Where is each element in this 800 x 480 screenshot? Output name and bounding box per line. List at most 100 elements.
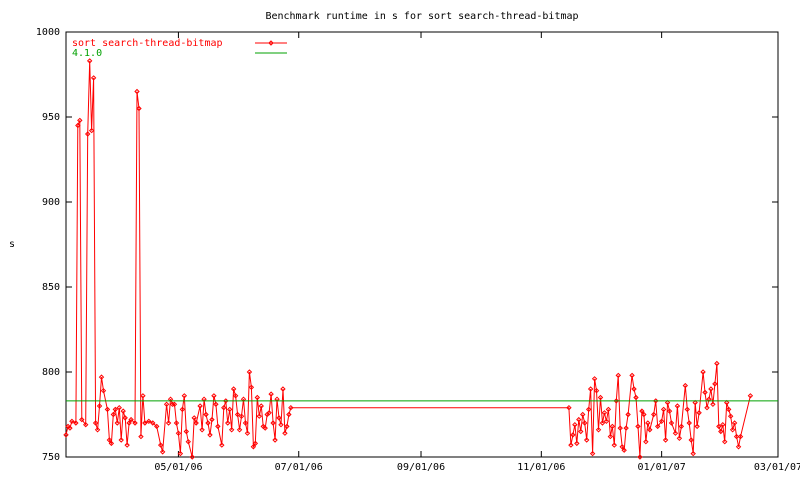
data-point — [183, 428, 190, 435]
data-point — [722, 438, 728, 445]
data-point — [582, 420, 588, 426]
data-point — [75, 122, 81, 129]
data-point — [197, 403, 203, 409]
data-point — [615, 372, 621, 379]
data-point — [114, 420, 120, 426]
data-point — [599, 420, 606, 426]
data-point — [653, 398, 659, 404]
y-tick-label: 900 — [42, 197, 60, 208]
data-point — [252, 440, 259, 447]
data-point — [254, 394, 261, 401]
data-point — [700, 369, 706, 375]
data-point — [637, 454, 643, 460]
data-point — [98, 374, 105, 380]
data-point — [735, 444, 742, 450]
data-point — [633, 394, 639, 401]
data-point — [179, 406, 186, 413]
data-point — [132, 420, 138, 426]
data-point — [704, 404, 710, 411]
data-point — [67, 425, 73, 431]
data-point — [221, 404, 227, 411]
data-point — [591, 376, 598, 382]
data-point — [108, 440, 115, 447]
data-point — [228, 427, 235, 433]
data-point — [684, 406, 690, 413]
data-point — [199, 427, 205, 433]
legend-label: 4.1.0 — [72, 48, 102, 59]
data-point — [688, 437, 694, 443]
data-point — [639, 408, 645, 414]
data-point — [242, 420, 249, 426]
data-point — [712, 381, 718, 387]
data-point — [136, 105, 142, 112]
data-point — [96, 403, 103, 409]
data-point — [124, 442, 130, 448]
data-point — [597, 394, 604, 401]
data-point — [236, 427, 243, 433]
data-point — [668, 420, 675, 426]
data-point — [587, 386, 594, 392]
data-point — [225, 420, 231, 426]
series-line — [65, 60, 751, 458]
data-point — [270, 420, 276, 426]
data-point — [676, 435, 683, 442]
data-point — [100, 387, 107, 394]
data-point — [159, 449, 166, 455]
data-point — [613, 398, 619, 404]
data-point — [138, 433, 144, 440]
data-point — [256, 413, 262, 419]
data-point — [595, 427, 602, 433]
data-point — [583, 437, 590, 443]
data-point — [574, 440, 580, 447]
data-point — [191, 415, 197, 421]
data-point — [619, 444, 625, 450]
data-point — [664, 399, 671, 406]
data-point — [631, 386, 637, 392]
data-point — [232, 393, 239, 399]
data-point — [79, 416, 85, 423]
data-point — [154, 423, 160, 430]
data-point — [672, 430, 679, 436]
data-point — [146, 418, 152, 425]
data-point — [578, 428, 584, 435]
data-point — [737, 433, 744, 440]
data-point — [230, 386, 237, 392]
data-point — [727, 413, 734, 419]
data-point — [647, 427, 653, 433]
data-point — [177, 450, 184, 457]
data-point — [140, 393, 146, 399]
data-point — [686, 420, 692, 426]
data-point — [223, 398, 229, 404]
data-point — [603, 418, 610, 425]
data-point — [116, 404, 122, 411]
data-point — [678, 423, 685, 430]
legend-label: sort search-thread-bitmap — [72, 38, 223, 49]
data-point — [645, 420, 651, 426]
data-point — [589, 450, 596, 457]
data-point — [692, 399, 698, 406]
data-point — [90, 75, 97, 81]
legend-marker — [268, 40, 274, 46]
x-tick-label: 09/01/06 — [397, 462, 445, 473]
data-point — [566, 404, 572, 411]
y-tick-label: 800 — [42, 367, 60, 378]
data-point — [122, 415, 128, 421]
data-point — [601, 410, 608, 416]
data-point — [660, 406, 667, 413]
data-point — [110, 411, 117, 418]
data-point — [112, 406, 119, 413]
x-tick-label: 05/01/06 — [154, 462, 202, 473]
data-point — [635, 423, 641, 430]
data-point — [621, 447, 627, 453]
data-point — [209, 416, 215, 423]
data-point — [173, 420, 180, 426]
data-point — [674, 403, 681, 409]
data-point — [568, 442, 574, 448]
data-point — [189, 454, 195, 460]
data-point — [658, 418, 665, 425]
y-tick-label: 850 — [42, 282, 60, 293]
data-point — [629, 372, 635, 379]
data-point — [193, 420, 199, 426]
data-point — [248, 384, 255, 391]
